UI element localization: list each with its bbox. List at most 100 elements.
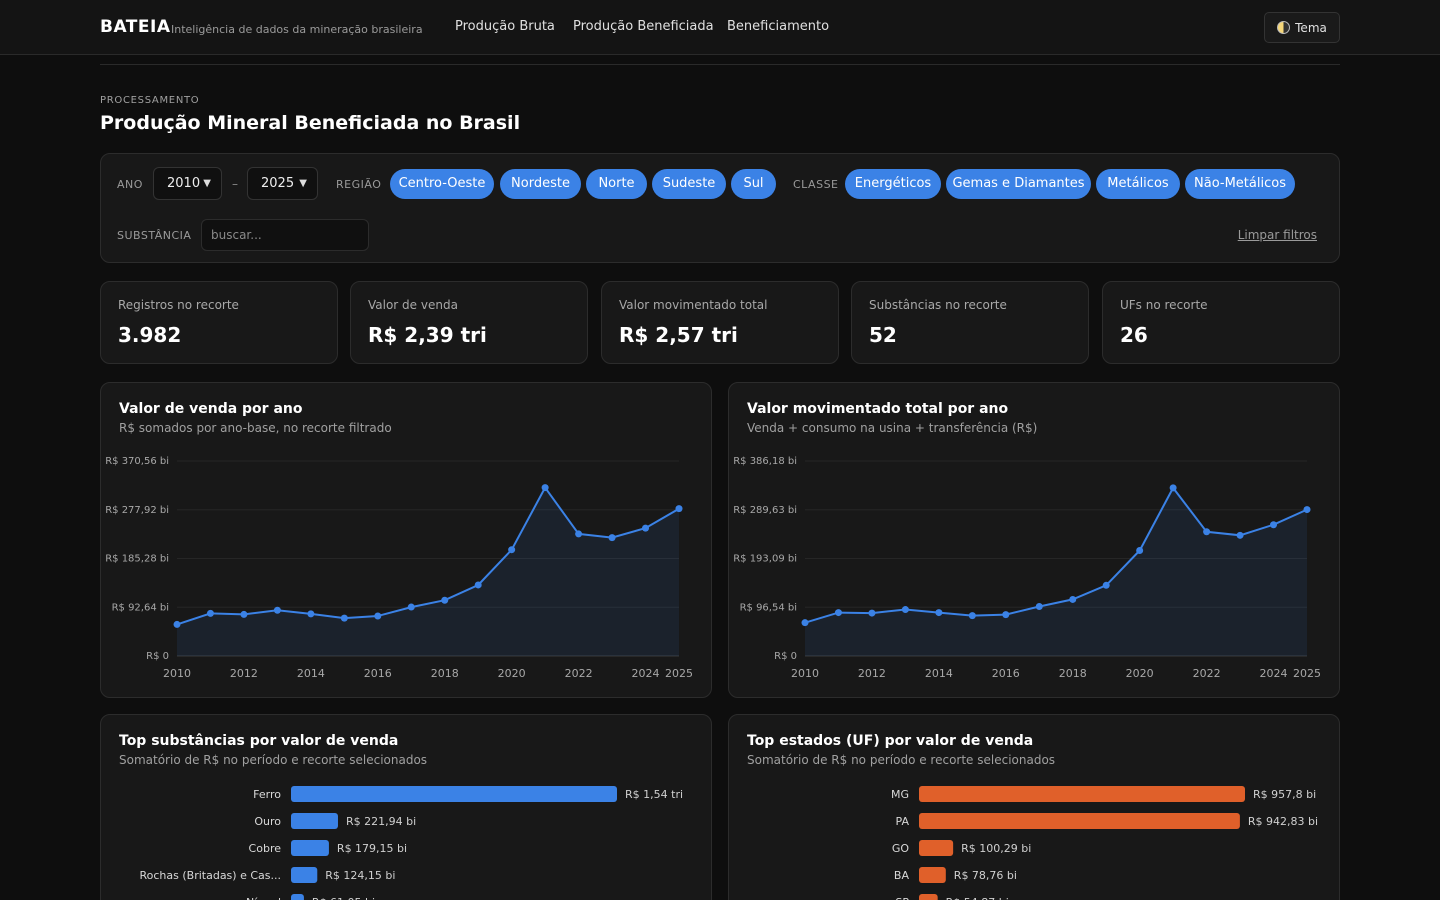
data-point [273, 606, 281, 614]
data-point [1035, 603, 1043, 611]
data-point [1136, 546, 1144, 554]
data-point [1270, 521, 1278, 529]
bar-category-label: Cobre [249, 842, 282, 855]
bar [919, 786, 1245, 802]
x-tick-label: 2024 [632, 667, 660, 680]
brand-tagline: Inteligência de dados da mineração brasi… [171, 23, 423, 36]
regiao-label: REGIÃO [336, 178, 382, 191]
kpi-label: Registros no recorte [118, 298, 239, 312]
nav-beneficiamento[interactable]: Beneficiamento [727, 19, 830, 34]
y-tick-label: R$ 386,18 bi [733, 456, 797, 467]
nav-producao-bruta[interactable]: Produção Bruta [455, 19, 555, 34]
data-point [834, 609, 842, 617]
kpi-card-substancias: Substâncias no recorte 52 [851, 281, 1089, 364]
chip-classe-nao-metalicos[interactable]: Não-Metálicos [1185, 169, 1295, 199]
theme-label: Tema [1295, 20, 1327, 35]
chip-classe-gemas[interactable]: Gemas e Diamantes [946, 169, 1091, 199]
data-point [935, 609, 943, 617]
x-tick-label: 2024 [1260, 667, 1288, 680]
range-dash: – [232, 177, 238, 191]
bar [919, 840, 954, 856]
chip-classe-metalicos[interactable]: Metálicos [1096, 169, 1180, 199]
bar-category-label: SP [895, 896, 909, 900]
data-point [1303, 506, 1311, 514]
y-tick-label: R$ 277,92 bi [105, 505, 169, 516]
chip-regiao-sudeste[interactable]: Sudeste [652, 169, 726, 199]
ano-to-select[interactable]: 2025 ▼ [247, 167, 318, 200]
line-chart-valor-movimentado: R$ 0 R$ 96,54 bi R$ 193,09 bi R$ 289,63 bi R… [733, 456, 1321, 680]
kpi-label: Valor de venda [368, 298, 458, 312]
substancia-search-input[interactable] [201, 219, 369, 251]
bar-category-label: PA [896, 815, 910, 828]
data-point [901, 606, 909, 614]
theme-toggle-button[interactable]: Tema [1264, 12, 1340, 43]
data-point [508, 546, 516, 554]
bar-category-label: Ferro [253, 788, 281, 801]
bar [291, 813, 338, 829]
bar-value-label: R$ 942,83 bi [1248, 815, 1318, 828]
x-tick-label: 2012 [230, 667, 258, 680]
chart-card-top-substancias: Top substâncias por valor de venda Somat… [100, 714, 712, 900]
x-tick-label: 2020 [498, 667, 526, 680]
y-tick-label: R$ 289,63 bi [733, 505, 797, 516]
data-point [1236, 531, 1244, 539]
chip-regiao-norte[interactable]: Norte [586, 169, 647, 199]
x-tick-label: 2014 [925, 667, 953, 680]
chip-regiao-nordeste[interactable]: Nordeste [500, 169, 581, 199]
bar [291, 867, 318, 883]
series-area [805, 487, 1307, 656]
kpi-label: Valor movimentado total [619, 298, 768, 312]
x-tick-label: 2018 [1059, 667, 1087, 680]
half-moon-icon [1277, 21, 1291, 34]
data-point [1002, 611, 1010, 619]
data-point [608, 534, 616, 542]
chart-card-valor-movimentado: Valor movimentado total por ano Venda + … [728, 382, 1340, 698]
clear-filters-link[interactable]: Limpar filtros [1237, 228, 1317, 242]
bar-value-label: R$ 179,15 bi [337, 842, 407, 855]
data-point [441, 596, 449, 604]
chart-subtitle: Venda + consumo na usina + transferência… [747, 421, 1038, 435]
chevron-down-icon: ▼ [203, 178, 211, 189]
kpi-label: UFs no recorte [1120, 298, 1208, 312]
chevron-down-icon: ▼ [299, 178, 307, 189]
brand-logo[interactable]: BATEIA [100, 17, 171, 37]
kpi-label: Substâncias no recorte [869, 298, 1007, 312]
chart-title: Top substâncias por valor de venda [119, 733, 399, 749]
data-point [307, 610, 315, 618]
chip-classe-energeticos[interactable]: Energéticos [845, 169, 941, 199]
bar-value-label: R$ 1,54 tri [625, 788, 683, 801]
x-tick-label: 2025 [665, 667, 693, 680]
bar-category-label: Níquel [246, 896, 281, 900]
series-line [176, 485, 680, 626]
data-point [1203, 528, 1211, 536]
x-tick-label: 2016 [992, 667, 1020, 680]
chart-title: Valor de venda por ano [119, 401, 303, 417]
kpi-card-ufs: UFs no recorte 26 [1102, 281, 1340, 364]
kpi-card-registros: Registros no recorte 3.982 [100, 281, 338, 364]
x-tick-label: 2025 [1293, 667, 1321, 680]
bar [919, 894, 938, 900]
kpi-card-valor-venda: Valor de venda R$ 2,39 tri [350, 281, 588, 364]
bar-value-label: R$ 78,76 bi [954, 869, 1017, 882]
y-tick-label: R$ 0 [774, 651, 797, 662]
chart-subtitle: R$ somados por ano-base, no recorte filt… [119, 421, 392, 435]
data-point [407, 603, 415, 611]
ano-from-select[interactable]: 2010 ▼ [153, 167, 222, 200]
data-point [340, 614, 348, 622]
chip-regiao-sul[interactable]: Sul [731, 169, 776, 199]
classe-label: CLASSE [793, 178, 839, 191]
bar [919, 867, 946, 883]
ano-to-value: 2025 [261, 176, 295, 191]
bar-value-label: R$ 54,87 bi [946, 896, 1009, 900]
x-tick-label: 2016 [364, 667, 392, 680]
chip-regiao-centro-oeste[interactable]: Centro-Oeste [390, 169, 494, 199]
y-tick-label: R$ 96,54 bi [740, 602, 797, 613]
data-point [968, 612, 976, 620]
bar-category-label: MG [891, 788, 909, 801]
kpi-value: R$ 2,39 tri [368, 323, 487, 347]
filters-panel: ANO 2010 ▼ – 2025 ▼ REGIÃO Centro-Oeste … [100, 153, 1340, 263]
data-point [675, 505, 683, 513]
nav-producao-beneficiada[interactable]: Produção Beneficiada [573, 19, 714, 34]
bar-category-label: BA [894, 869, 910, 882]
data-point [173, 620, 181, 628]
